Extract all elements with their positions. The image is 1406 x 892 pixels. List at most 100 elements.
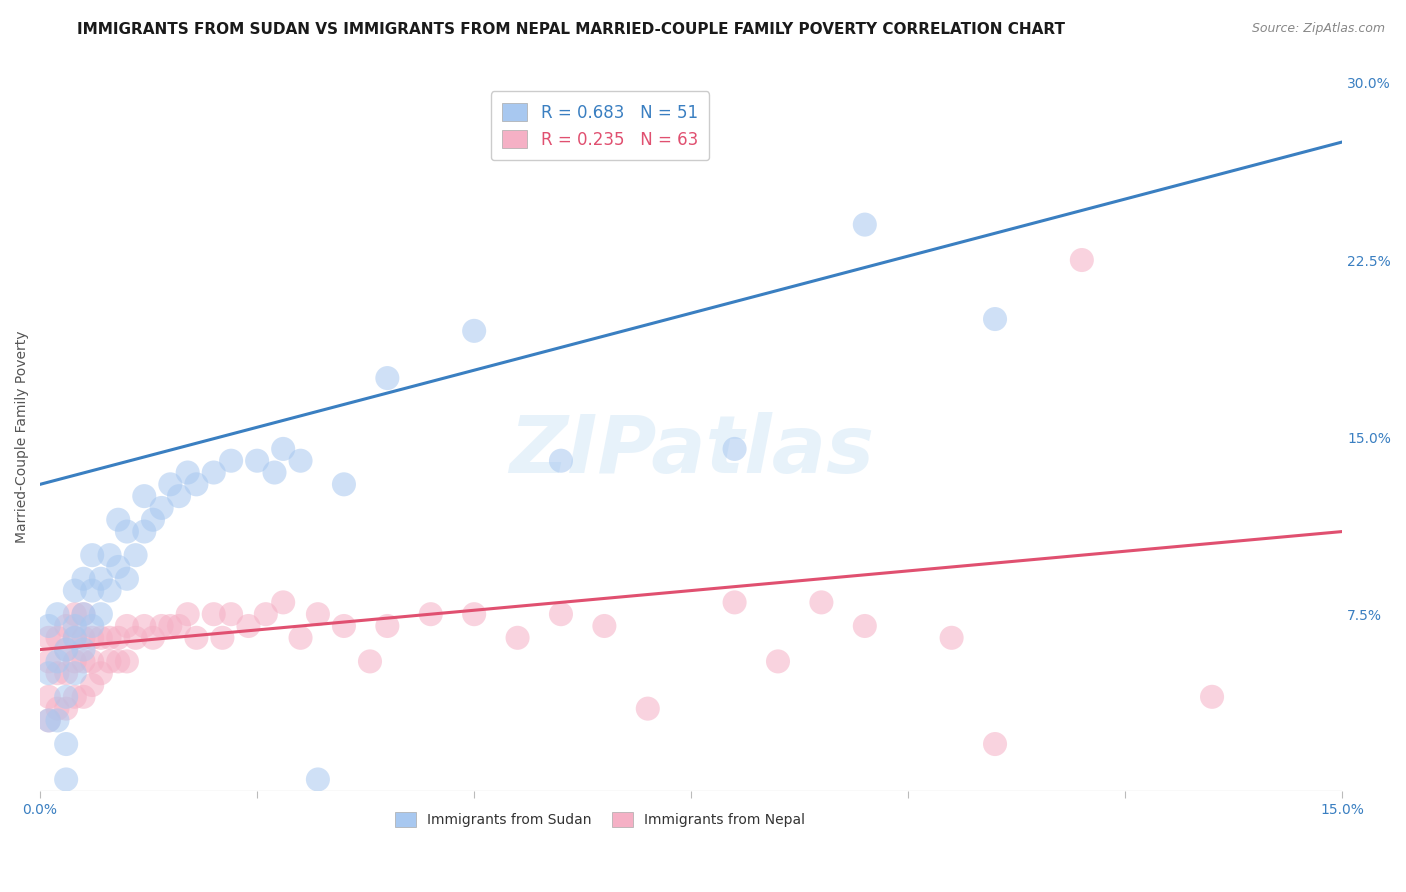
Point [82, 631, 104, 645]
Point [55, 642, 77, 657]
Point [115, 572, 138, 586]
Point [82, 583, 104, 598]
Y-axis label: Married-Couple Family Poverty: Married-Couple Family Poverty [15, 331, 30, 543]
Point [82, 654, 104, 668]
Point [98, 583, 121, 598]
Point [63, 631, 86, 645]
Point [134, 489, 156, 503]
Point [115, 654, 138, 668]
Point [463, 324, 485, 338]
Point [90, 572, 112, 586]
Point [98, 631, 121, 645]
Point [115, 619, 138, 633]
Point [637, 701, 659, 715]
Point [271, 595, 294, 609]
Point [55, 701, 77, 715]
Point [38, 619, 60, 633]
Point [593, 619, 616, 633]
Point [941, 631, 963, 645]
Point [219, 607, 242, 622]
Point [984, 312, 1007, 326]
Point [307, 772, 329, 787]
Point [38, 690, 60, 704]
Point [63, 666, 86, 681]
Point [271, 442, 294, 456]
Point [107, 654, 129, 668]
Point [202, 466, 225, 480]
Point [142, 631, 165, 645]
Point [90, 631, 112, 645]
Point [506, 631, 529, 645]
Point [63, 631, 86, 645]
Point [63, 583, 86, 598]
Point [98, 548, 121, 562]
Point [115, 524, 138, 539]
Point [254, 607, 277, 622]
Point [211, 631, 233, 645]
Point [1070, 253, 1092, 268]
Point [90, 607, 112, 622]
Point [159, 619, 181, 633]
Text: ZIPatlas: ZIPatlas [509, 412, 873, 491]
Point [46, 666, 69, 681]
Point [1201, 690, 1223, 704]
Point [55, 666, 77, 681]
Point [134, 619, 156, 633]
Point [72, 654, 94, 668]
Point [238, 619, 260, 633]
Point [290, 453, 312, 467]
Point [72, 690, 94, 704]
Point [72, 607, 94, 622]
Point [176, 607, 198, 622]
Point [46, 701, 69, 715]
Point [307, 607, 329, 622]
Point [98, 654, 121, 668]
Point [202, 607, 225, 622]
Point [38, 654, 60, 668]
Point [63, 607, 86, 622]
Point [333, 619, 356, 633]
Point [853, 619, 876, 633]
Point [107, 560, 129, 574]
Point [107, 513, 129, 527]
Point [810, 595, 832, 609]
Point [82, 619, 104, 633]
Point [853, 218, 876, 232]
Point [375, 371, 398, 385]
Point [419, 607, 441, 622]
Point [142, 513, 165, 527]
Point [107, 631, 129, 645]
Point [150, 500, 173, 515]
Point [82, 678, 104, 692]
Point [72, 631, 94, 645]
Point [55, 772, 77, 787]
Point [333, 477, 356, 491]
Point [550, 607, 572, 622]
Point [167, 619, 190, 633]
Point [55, 619, 77, 633]
Point [63, 654, 86, 668]
Point [246, 453, 269, 467]
Point [63, 619, 86, 633]
Point [38, 666, 60, 681]
Point [159, 477, 181, 491]
Point [90, 666, 112, 681]
Point [72, 607, 94, 622]
Point [463, 607, 485, 622]
Point [46, 654, 69, 668]
Point [186, 477, 208, 491]
Point [766, 654, 789, 668]
Point [63, 690, 86, 704]
Point [38, 631, 60, 645]
Legend: Immigrants from Sudan, Immigrants from Nepal: Immigrants from Sudan, Immigrants from N… [388, 805, 813, 834]
Text: IMMIGRANTS FROM SUDAN VS IMMIGRANTS FROM NEPAL MARRIED-COUPLE FAMILY POVERTY COR: IMMIGRANTS FROM SUDAN VS IMMIGRANTS FROM… [77, 22, 1066, 37]
Point [46, 631, 69, 645]
Point [167, 489, 190, 503]
Point [375, 619, 398, 633]
Text: Source: ZipAtlas.com: Source: ZipAtlas.com [1251, 22, 1385, 36]
Point [984, 737, 1007, 751]
Point [290, 631, 312, 645]
Point [219, 453, 242, 467]
Point [46, 714, 69, 728]
Point [359, 654, 381, 668]
